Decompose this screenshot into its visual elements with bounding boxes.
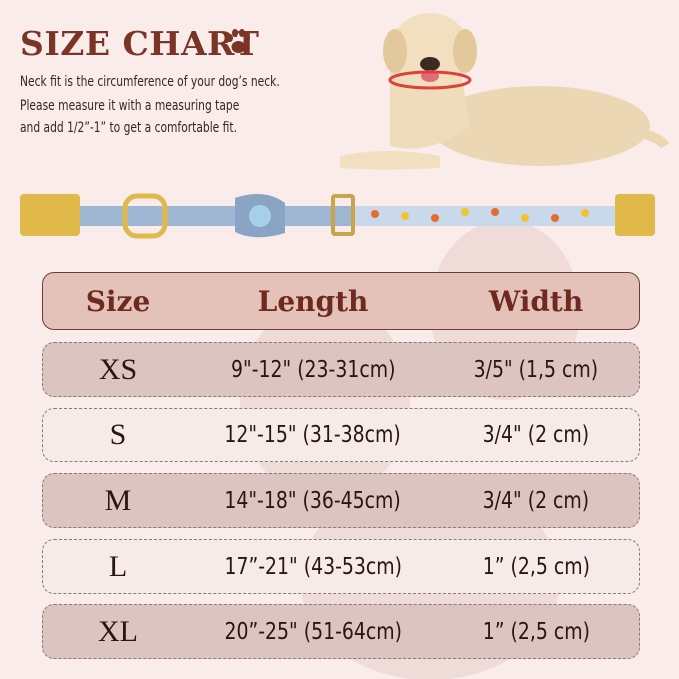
size-cell: L: [108, 549, 128, 583]
table-row: XS 9"-12" (23-31cm) 3/5" (1,5 cm): [42, 342, 640, 397]
page-title: SIZE CHART: [20, 24, 260, 63]
size-cell: M: [104, 483, 132, 517]
length-cell: 20”-25" (51-64cm): [224, 618, 402, 645]
paw-icon: [227, 29, 250, 53]
paw-background: [240, 300, 410, 500]
table-row: XL 20”-25" (51-64cm) 1” (2,5 cm): [42, 604, 640, 659]
description-line: and add 1/2”-1” to get a comfortable fit…: [20, 120, 238, 136]
header-size: Size: [85, 284, 151, 318]
table-row: S 12"-15" (31-38cm) 3/4" (2 cm): [42, 408, 640, 462]
width-cell: 1” (2,5 cm): [482, 553, 590, 580]
length-cell: 17”-21" (43-53cm): [224, 553, 402, 580]
width-cell: 3/4" (2 cm): [482, 487, 590, 514]
size-cell: XS: [98, 352, 138, 386]
length-cell: 9"-12" (23-31cm): [230, 356, 396, 383]
length-cell: 14"-18" (36-45cm): [224, 487, 402, 514]
header-width: Width: [488, 284, 584, 318]
table-row: L 17”-21" (43-53cm) 1” (2,5 cm): [42, 539, 640, 594]
width-cell: 3/4" (2 cm): [482, 422, 590, 448]
description-line: Please measure it with a measuring tape: [20, 98, 240, 114]
description-line: Neck fit is the circumference of your do…: [20, 74, 280, 90]
table-row: M 14"-18" (36-45cm) 3/4" (2 cm): [42, 473, 640, 528]
collar-image: [20, 193, 655, 239]
size-cell: S: [109, 418, 127, 451]
header-length: Length: [257, 284, 369, 318]
width-cell: 3/5" (1,5 cm): [473, 356, 599, 383]
length-cell: 12"-15" (31-38cm): [224, 422, 402, 448]
dog-image: [340, 13, 670, 170]
size-cell: XL: [98, 614, 138, 648]
width-cell: 1” (2,5 cm): [482, 618, 590, 645]
table-header: Size Length Width: [42, 272, 640, 330]
